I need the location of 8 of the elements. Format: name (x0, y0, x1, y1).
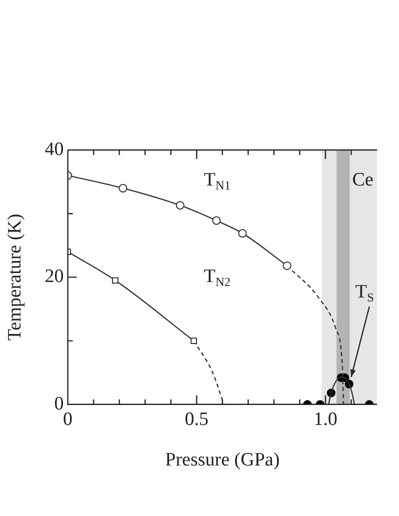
x-axis-title: Pressure (GPa) (165, 450, 280, 471)
x-tick-label: 1.0 (314, 408, 338, 430)
y-axis-title: Temperature (K) (4, 214, 26, 341)
x-tick-label: 0.5 (184, 408, 209, 430)
annotation: Ce (352, 170, 374, 191)
y-tick-label: 0 (54, 393, 64, 414)
y-tick-label: 40 (44, 138, 64, 160)
y-tick-label: 20 (44, 266, 64, 288)
